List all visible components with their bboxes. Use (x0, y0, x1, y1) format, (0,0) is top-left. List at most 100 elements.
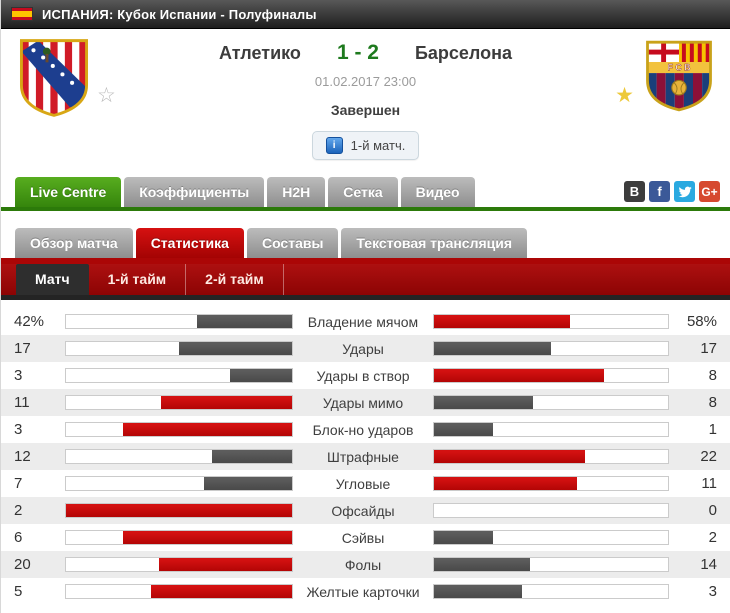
social-icon[interactable]: f (649, 181, 670, 202)
svg-text:F C B: F C B (668, 63, 691, 73)
period-tab-bar: Матч 1-й тайм 2-й тайм (1, 264, 730, 295)
home-bar-track (65, 314, 293, 329)
period-tab[interactable]: 2-й тайм (186, 264, 284, 295)
home-value: 11 (14, 394, 30, 411)
stats-table: 42% Владение мячом 58% 17 Удары 17 3 (1, 308, 730, 605)
stat-label: Фолы (344, 556, 382, 573)
info-icon: i (325, 137, 343, 154)
home-value: 7 (14, 475, 23, 492)
away-value: 17 (700, 340, 717, 357)
favorite-star-away[interactable]: ★ (615, 84, 634, 107)
stat-row: 17 Удары 17 (1, 335, 730, 362)
period-tab[interactable]: 1-й тайм (89, 264, 187, 295)
home-bar-track (65, 557, 293, 572)
home-bar (122, 531, 292, 544)
match-tab[interactable]: Составы (246, 228, 339, 258)
stat-label: Блок-но ударов (312, 421, 414, 438)
league-bar: ИСПАНИЯ: Кубок Испании - Полуфиналы (1, 0, 730, 29)
away-bar-track (433, 341, 669, 356)
main-tab[interactable]: Live Centre (15, 177, 122, 207)
note-label: 1-й матч. (350, 138, 406, 153)
home-bar (230, 369, 292, 382)
stat-label: Удары мимо (322, 394, 404, 411)
home-value: 42% (14, 313, 45, 330)
away-bar (434, 423, 493, 436)
home-value: 3 (14, 421, 23, 438)
stat-row: 3 Удары в створ 8 (1, 362, 730, 389)
home-bar (197, 315, 292, 328)
away-value: 14 (700, 556, 717, 573)
match-tab[interactable]: Обзор матча (15, 228, 133, 258)
green-underline (1, 207, 730, 211)
away-bar (434, 585, 522, 598)
home-value: 20 (14, 556, 31, 573)
away-value: 22 (700, 448, 717, 465)
barcelona-logo: F C B (646, 40, 712, 112)
home-bar (179, 342, 292, 355)
home-bar (204, 477, 292, 490)
away-value: 1 (708, 421, 717, 438)
stat-label: Желтые карточки (306, 583, 420, 600)
atletico-logo (19, 39, 89, 117)
favorite-star-home[interactable]: ☆ (97, 84, 116, 107)
dark-strip (1, 295, 730, 300)
stat-label: Штрафные (327, 448, 399, 465)
stat-row: 2 Офсайды 0 (1, 497, 730, 524)
social-icon[interactable]: G+ (699, 181, 720, 202)
social-icon[interactable]: B (624, 181, 645, 202)
away-bar-track (433, 314, 669, 329)
stat-row: 12 Штрафные 22 (1, 443, 730, 470)
home-bar-track (65, 584, 293, 599)
main-tab[interactable]: Сетка (328, 177, 398, 207)
home-value: 3 (14, 367, 23, 384)
home-bar-track (65, 449, 293, 464)
first-leg-note-button[interactable]: i 1-й матч. (311, 131, 420, 160)
stat-row: 20 Фолы 14 (1, 551, 730, 578)
stat-label: Удары в створ (316, 367, 410, 384)
home-bar (159, 558, 292, 571)
home-value: 17 (14, 340, 31, 357)
away-bar-track (433, 422, 669, 437)
away-bar (434, 396, 533, 409)
away-value: 58% (686, 313, 717, 330)
stat-row: 7 Угловые 11 (1, 470, 730, 497)
home-bar-track (65, 395, 293, 410)
match-summary: Атлетико 1 - 2 Барселона 01.02.2017 23:0… (119, 41, 612, 160)
social-icons: B f twitter-bird G+ (624, 181, 720, 202)
stat-label: Офсайды (331, 502, 395, 519)
away-value: 8 (708, 394, 717, 411)
away-team-name: Барселона (414, 43, 513, 63)
social-icon[interactable]: twitter-bird (674, 181, 695, 202)
home-bar-track (65, 422, 293, 437)
away-bar (434, 450, 586, 463)
match-tab[interactable]: Статистика (135, 228, 244, 258)
home-bar (212, 450, 292, 463)
match-tab[interactable]: Текстовая трансляция (341, 228, 528, 258)
stat-label: Удары (342, 340, 384, 357)
match-header: ☆ Атлетико 1 - 2 Барселона 01.02.2017 23… (1, 29, 730, 177)
stat-row: 42% Владение мячом 58% (1, 308, 730, 335)
main-tab[interactable]: Коэффициенты (124, 177, 265, 207)
home-value: 12 (14, 448, 31, 465)
away-bar-track (433, 503, 669, 518)
home-value: 5 (14, 583, 23, 600)
stat-row: 3 Блок-но ударов 1 (1, 416, 730, 443)
home-bar (150, 585, 292, 598)
stat-label: Владение мячом (307, 313, 419, 330)
main-tab[interactable]: Видео (400, 177, 475, 207)
twitter-bird-icon (678, 186, 692, 197)
away-bar-track (433, 530, 669, 545)
home-bar (122, 423, 292, 436)
away-bar (434, 342, 551, 355)
away-bar (434, 315, 570, 328)
home-bar (66, 504, 292, 517)
away-bar-track (433, 557, 669, 572)
stat-row: 5 Желтые карточки 3 (1, 578, 730, 605)
main-tab[interactable]: H2H (267, 177, 326, 207)
away-bar-track (433, 449, 669, 464)
home-bar-track (65, 503, 293, 518)
period-tab[interactable]: Матч (16, 264, 89, 295)
away-value: 2 (708, 529, 717, 546)
league-title: ИСПАНИЯ: Кубок Испании - Полуфиналы (42, 6, 317, 22)
away-bar-track (433, 395, 669, 410)
